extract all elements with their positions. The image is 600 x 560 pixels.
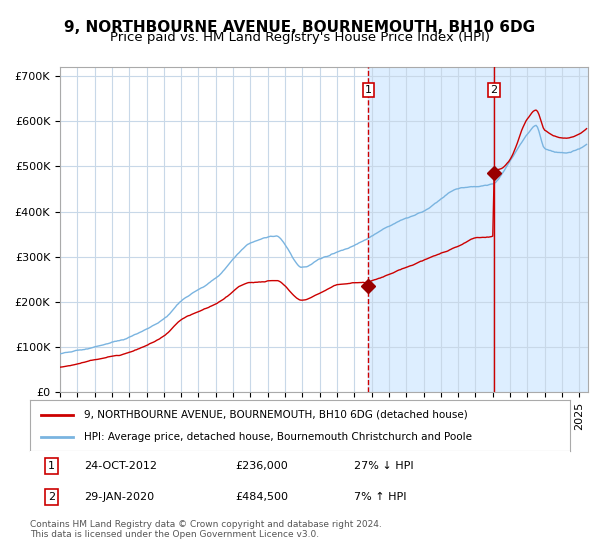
Text: 1: 1 — [365, 85, 372, 95]
Text: HPI: Average price, detached house, Bournemouth Christchurch and Poole: HPI: Average price, detached house, Bour… — [84, 432, 472, 442]
Text: Price paid vs. HM Land Registry's House Price Index (HPI): Price paid vs. HM Land Registry's House … — [110, 31, 490, 44]
Text: 29-JAN-2020: 29-JAN-2020 — [84, 492, 154, 502]
Bar — [368, 67, 588, 392]
Text: 9, NORTHBOURNE AVENUE, BOURNEMOUTH, BH10 6DG (detached house): 9, NORTHBOURNE AVENUE, BOURNEMOUTH, BH10… — [84, 409, 468, 419]
Text: 2: 2 — [491, 85, 498, 95]
Text: Contains HM Land Registry data © Crown copyright and database right 2024.
This d: Contains HM Land Registry data © Crown c… — [30, 520, 382, 539]
Text: 9, NORTHBOURNE AVENUE, BOURNEMOUTH, BH10 6DG: 9, NORTHBOURNE AVENUE, BOURNEMOUTH, BH10… — [64, 20, 536, 35]
Text: £236,000: £236,000 — [235, 461, 288, 471]
Text: 24-OCT-2012: 24-OCT-2012 — [84, 461, 157, 471]
Text: 27% ↓ HPI: 27% ↓ HPI — [354, 461, 413, 471]
Text: 1: 1 — [48, 461, 55, 471]
Text: 2: 2 — [48, 492, 55, 502]
Text: £484,500: £484,500 — [235, 492, 288, 502]
Text: 7% ↑ HPI: 7% ↑ HPI — [354, 492, 407, 502]
